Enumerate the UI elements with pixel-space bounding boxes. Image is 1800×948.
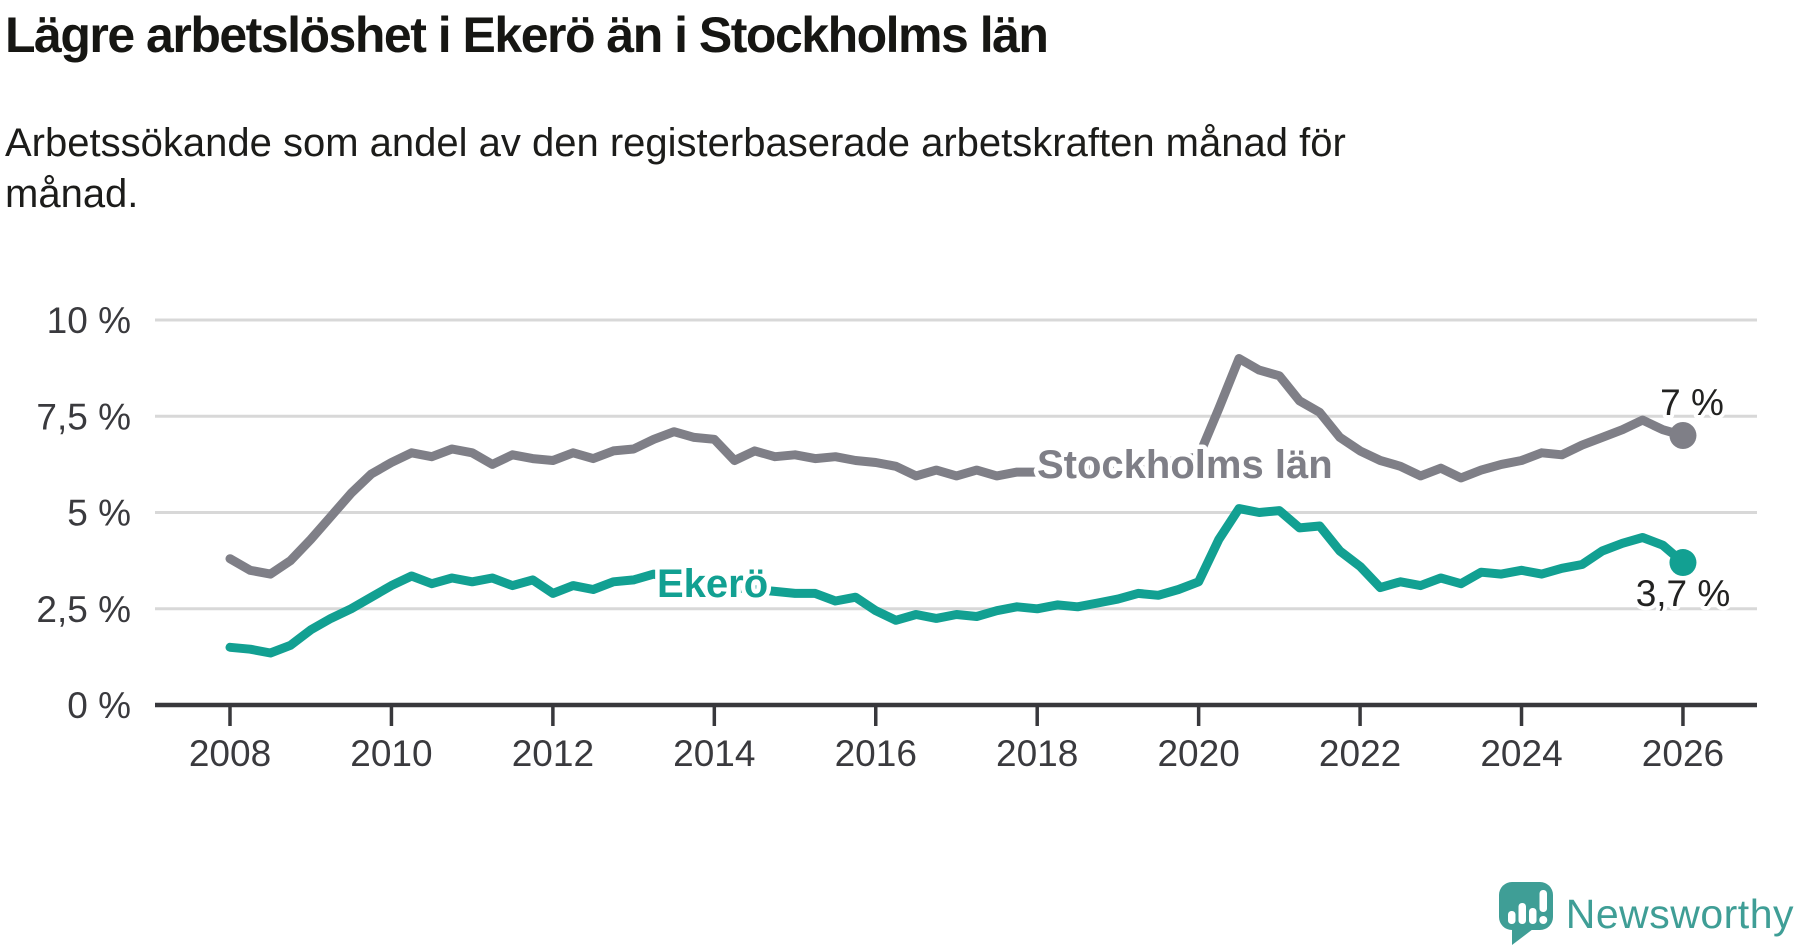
x-tick-label-2020: 2020: [1157, 733, 1239, 774]
logo-bar-mid: [1528, 908, 1537, 924]
series-end-dot-ekero: [1669, 549, 1697, 577]
series-line-stockholms-lan: [225, 354, 1688, 579]
series-label-ekero: Ekerö: [657, 562, 768, 606]
end-value-label-stockholms-lan: 7 %: [1660, 382, 1724, 423]
x-tick-label-2022: 2022: [1319, 733, 1401, 774]
gridlines: [155, 318, 1757, 611]
y-tick-label-0: 0 %: [67, 685, 131, 726]
newsworthy-wordmark: Newsworthy: [1565, 890, 1794, 937]
y-tick-label-7.5: 7,5 %: [36, 396, 131, 437]
axes: 10 % 7,5 % 5 % 2,5 % 0 % 2008 2010 2012 2014 2016…: [36, 300, 1757, 774]
x-tick-label-2026: 2026: [1642, 733, 1724, 774]
logo-exclamation-bar: [1539, 890, 1547, 912]
newsworthy-logo[interactable]: Newsworthy: [1498, 882, 1794, 946]
y-tick-label-10: 10 %: [47, 300, 131, 341]
y-tick-label-5: 5 %: [67, 493, 131, 534]
x-tick-label-2008: 2008: [189, 733, 271, 774]
x-tick-label-2016: 2016: [835, 733, 917, 774]
x-tick-label-2018: 2018: [996, 733, 1078, 774]
logo-bar-tall: [1518, 903, 1526, 924]
series-line-ekero: [225, 504, 1688, 658]
x-tick-label-2012: 2012: [512, 733, 594, 774]
x-tick-label-2010: 2010: [350, 733, 432, 774]
x-tick-label-2024: 2024: [1480, 733, 1562, 774]
series-end-dot-stockholms-lan: [1669, 422, 1697, 449]
series-lines: [225, 354, 1688, 658]
chart-title: Lägre arbetslöshet i Ekerö än i Stockhol…: [5, 7, 1049, 63]
series-end-dots: [1669, 422, 1697, 577]
newsworthy-icon: [1498, 882, 1553, 945]
end-value-label-ekero: 3,7 %: [1636, 573, 1731, 614]
logo-exclamation-dot: [1538, 916, 1547, 924]
chart-subtitle: Arbetssökande som andel av den registerb…: [5, 121, 1346, 216]
x-tick-label-2014: 2014: [673, 733, 755, 774]
y-tick-label-2.5: 2,5 %: [36, 589, 131, 630]
series-label-stockholms-lan: Stockholms län: [1037, 443, 1333, 487]
logo-bar-short: [1507, 911, 1516, 924]
